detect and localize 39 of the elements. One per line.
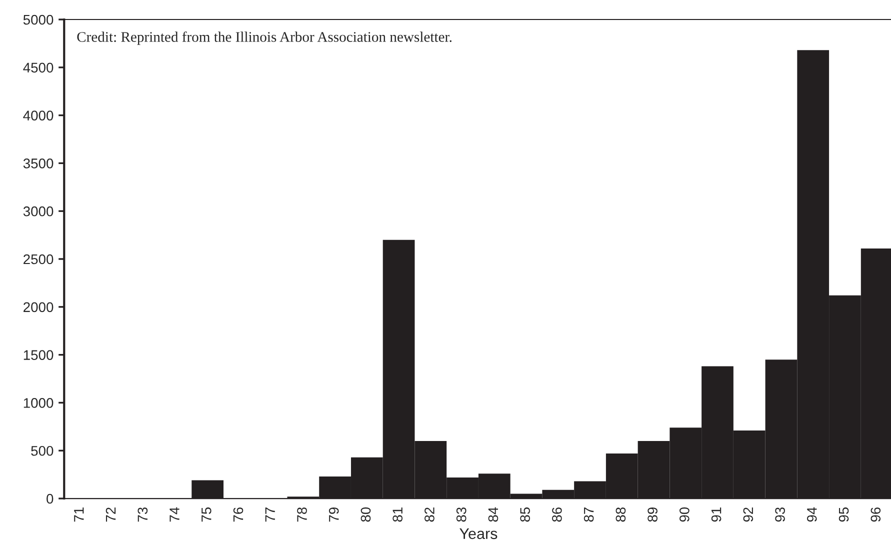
- y-tick-label: 3500: [23, 158, 54, 168]
- annotation: Credit: Reprinted from the Illinois Arbor Association newsletter.: [77, 31, 452, 45]
- x-tick-label: 73: [138, 507, 148, 522]
- x-tick-label: 90: [680, 507, 690, 522]
- y-tick-label: 1500: [24, 350, 54, 360]
- x-tick-label: 89: [648, 508, 658, 522]
- x-tick-label: 88: [616, 507, 626, 522]
- x-tick-label: 82: [424, 508, 434, 522]
- y-tick-label: 1000: [24, 398, 54, 408]
- x-tick-label: 74: [170, 507, 180, 522]
- y-tick-label: 4000: [23, 110, 54, 120]
- x-tick-label: 83: [456, 507, 466, 522]
- y-tick-label: 4500: [23, 62, 54, 73]
- y-tick-label: 2500: [24, 254, 54, 264]
- x-tick-label: 75: [202, 507, 212, 522]
- x-tick-label: 84: [488, 507, 498, 522]
- x-tick-label: 78: [297, 507, 307, 522]
- x-tick-label: 95: [838, 507, 849, 522]
- x-tick-label: 72: [106, 508, 116, 522]
- x-tick-label: 86: [552, 507, 562, 522]
- x-tick-label: 92: [743, 508, 754, 522]
- x-tick-label: 77: [265, 508, 275, 522]
- x-axis-title: Years: [460, 528, 498, 540]
- y-tick-label: 3000: [23, 206, 54, 216]
- x-tick-label: 87: [584, 508, 594, 522]
- x-tick-label: 94: [807, 507, 817, 522]
- x-tick-label: 96: [870, 507, 881, 522]
- x-tick-label: 85: [520, 507, 530, 522]
- y-tick-label: 0: [46, 494, 54, 504]
- x-tick-label: 93: [775, 507, 785, 522]
- y-tick-label: 500: [31, 446, 54, 456]
- x-tick-label: 76: [233, 507, 244, 522]
- x-tick-label: 80: [360, 507, 371, 522]
- x-tick-label: 71: [74, 508, 84, 522]
- x-tick-label: 81: [392, 508, 403, 522]
- y-tick-label: 5000: [23, 14, 54, 25]
- y-tick-label: 2000: [24, 302, 54, 312]
- x-tick-label: 79: [328, 508, 339, 522]
- x-tick-label: 91: [711, 508, 722, 522]
